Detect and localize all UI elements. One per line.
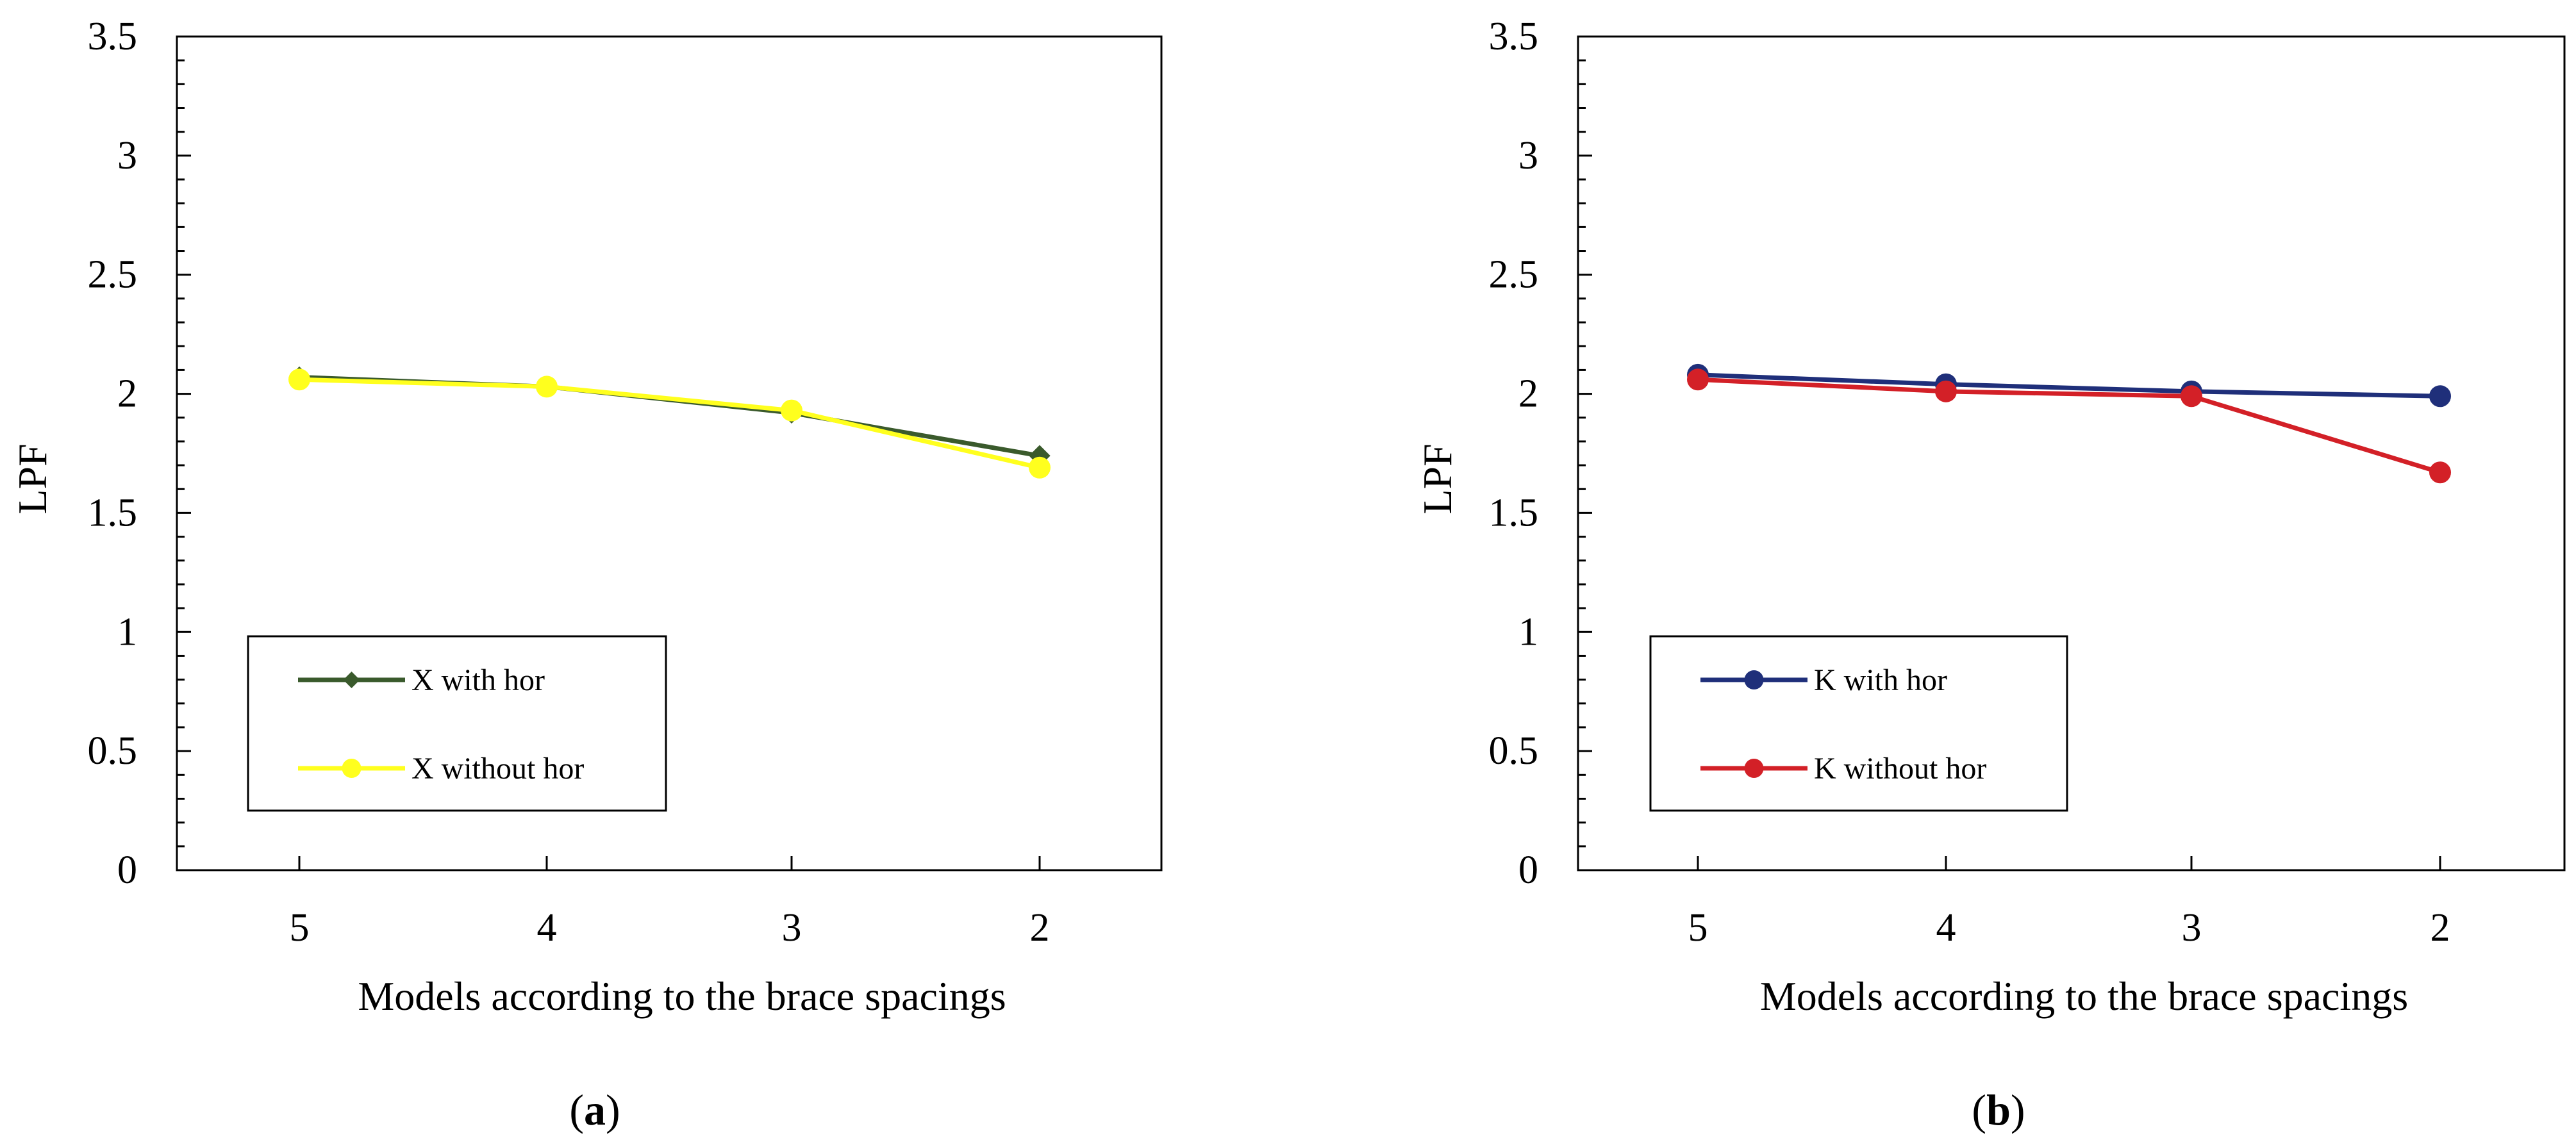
y-tick-label: 1.5 [88,491,138,534]
y-tick-label: 0 [117,848,137,892]
x-tick-label: 5 [290,906,310,950]
legend-label: K without hor [1814,752,1986,786]
series-line [1697,377,2441,475]
x-tick-label: 4 [537,906,557,950]
y-tick-label: 0.5 [1489,729,1539,773]
legend-label: X with hor [411,663,545,697]
data-point [288,368,310,391]
y-tick-label: 2 [117,372,137,416]
y-tick-label: 1 [1518,610,1538,654]
y-tick-label: 1 [117,610,137,654]
y-tick-label: 2.5 [1489,253,1539,297]
y-tick-label: 3.5 [88,15,138,58]
y-tick-label: 3.5 [1489,15,1539,58]
data-point [1029,456,1051,479]
legend-swatch-marker [1744,759,1764,778]
legend-swatch-marker [343,672,360,688]
x-tick-label: 2 [1030,906,1050,950]
series-k-without-hor [1687,368,2451,484]
series-line [299,377,1040,470]
data-point [2181,385,2202,408]
legend-swatch-marker [1744,670,1764,689]
chart-panel-a: 0 0.5 1 1.5 2 2.5 3 3.5 5 4 3 2 Models according to … [10,15,1163,1134]
x-tick-label: 5 [1688,906,1708,950]
y-tick-label: 0 [1518,848,1538,892]
data-point [781,399,802,422]
data-point [2429,385,2451,408]
y-axis-title: LPF [10,443,55,514]
data-point [2429,461,2451,484]
data-point [1687,368,1709,391]
legend-label: X without hor [411,752,584,786]
y-tick-label: 2.5 [88,253,138,297]
panel-label: (a) [569,1085,620,1134]
panel-label: (b) [1972,1085,2025,1134]
x-tick-label: 4 [1936,906,1956,950]
data-point [1935,380,1957,402]
series-x-without-hor [288,368,1051,479]
plot-frame [1577,35,2566,871]
y-tick-label: 3 [117,134,137,177]
series-line [1697,372,2441,399]
x-tick-label: 3 [782,906,802,950]
chart-panel-b: 0 0.5 1 1.5 2 2.5 3 3.5 5 4 3 2 Models according to … [1415,15,2566,1134]
legend-box [1649,635,2068,812]
x-tick-label: 2 [2431,906,2450,950]
legend: K with hor K without hor [1649,635,2068,812]
x-axis-title: Models according to the brace spacings [1760,973,2408,1019]
legend-box [247,635,667,812]
data-point [536,375,558,398]
y-tick-label: 1.5 [1489,491,1539,534]
y-tick-label: 2 [1518,372,1538,416]
plot-frame [176,35,1163,871]
y-axis-title: LPF [1415,443,1460,514]
legend-swatch-marker [342,759,361,778]
legend-label: K with hor [1814,663,1947,697]
x-tick-label: 3 [2182,906,2202,950]
y-tick-label: 3 [1518,134,1538,177]
y-tick-label: 0.5 [88,729,138,773]
x-axis-title: Models according to the brace spacings [358,973,1006,1019]
legend: X with hor X without hor [247,635,667,812]
